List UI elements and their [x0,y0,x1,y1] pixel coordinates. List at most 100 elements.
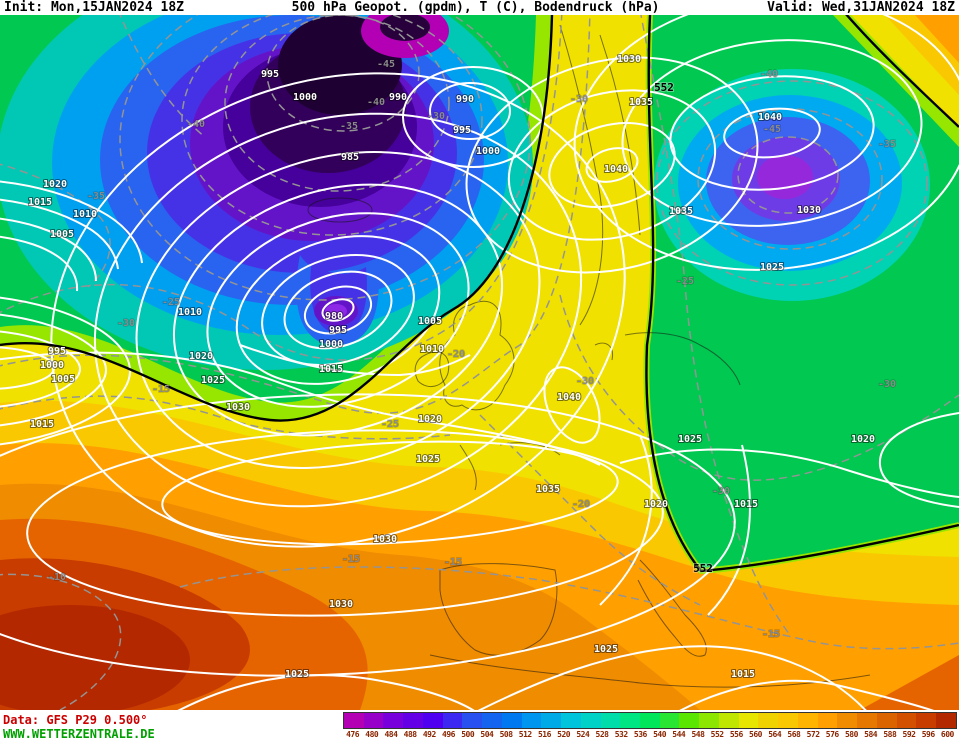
pressure-label: 1020 [189,351,213,362]
colorbar-tick: 488 [403,730,417,739]
colorbar-tick: 540 [653,730,667,739]
pressure-label: 1030 [373,534,397,545]
temperature-labels-layer: -45 -40 -35 -30 -30 -40 -35 -40 -45 -35 -25 -30 -15 -… [47,58,897,641]
temperature-label: -45 [763,124,781,135]
pressure-label: 1040 [604,164,628,175]
colorbar-segment [422,713,443,728]
temperature-label: -30 [570,94,588,105]
pressure-contour-layer [0,15,959,710]
pressure-label: 1020 [644,499,668,510]
colorbar-segment [541,713,562,728]
colorbar-tick: 548 [691,730,705,739]
temperature-label: -20 [572,499,590,510]
colorbar-segment [383,713,404,728]
temperature-label: -15 [152,384,170,395]
pressure-label: 1035 [536,484,560,495]
pressure-label: 1020 [418,414,442,425]
colorbar-tick: 576 [825,730,839,739]
temperature-label: -15 [762,629,780,640]
colorbar-tick: 584 [864,730,878,739]
pressure-label: 985 [341,152,359,163]
colorbar-tick: 484 [384,730,398,739]
colorbar-segment [659,713,680,728]
colorbar-tick: 588 [883,730,897,739]
colorbar-segment [778,713,798,728]
colorbar-tick: 500 [461,730,475,739]
colorbar-segment [442,713,463,728]
colorbar-tick: 572 [806,730,820,739]
colorbar-tick: 544 [672,730,686,739]
colorbar-segment [521,713,542,728]
pressure-label: 995 [329,325,347,336]
temperature-label: -35 [340,121,358,132]
temperature-label: -30 [427,111,445,122]
colorbar-tick: 536 [633,730,647,739]
colorbar-segment [936,713,956,728]
pressure-label: 990 [456,94,474,105]
temperature-label: -30 [712,486,730,497]
pressure-label: 1035 [629,97,653,108]
colorbar-segment [561,713,581,728]
colorbar-segment [620,713,641,728]
pressure-labels-layer: 1020 1015 1010 1005 995 1000 990 990 995 1000 985 9… [27,53,876,681]
colorbar-tick: 532 [614,730,628,739]
colorbar-segment [738,713,759,728]
colorbar-segment [403,713,423,728]
colorbar-tick: 512 [518,730,532,739]
pressure-label: 1015 [734,499,758,510]
pressure-label: 1040 [758,112,782,123]
colorbar-segment [482,713,502,728]
pressure-label: 1025 [416,454,440,465]
pressure-label: 980 [325,311,343,322]
map-header: Init: Mon,15JAN2024 18Z 500 hPa Geopot. … [0,0,959,15]
pressure-label: 1025 [678,434,702,445]
pressure-label: 1005 [51,374,75,385]
map-area: 1020 1015 1010 1005 995 1000 990 990 995 1000 985 9… [0,15,959,710]
colorbar-segment [718,713,739,728]
colorbar-segment [837,713,858,728]
colorbar-tick: 516 [537,730,551,739]
colorbar-tick: 552 [710,730,724,739]
colorbar-segment [363,713,384,728]
pressure-label: 1000 [476,146,500,157]
colorbar-tick: 564 [768,730,782,739]
colorbar-tick: 480 [365,730,379,739]
pressure-label: 1040 [557,392,581,403]
colorbar-segment [580,713,601,728]
colorbar-gradient [343,712,957,729]
pressure-label: 1020 [851,434,875,445]
colorbar-tick: 596 [921,730,935,739]
temperature-label: -15 [444,557,462,568]
pressure-label: 995 [261,69,279,80]
colorbar-tick: 492 [422,730,436,739]
pressure-label: 1025 [760,262,784,273]
geopotential-labels-layer: 552 552 [653,80,714,576]
colorbar-segment [876,713,897,728]
pressure-label: 990 [389,92,407,103]
temperature-label: -30 [878,379,896,390]
pressure-label: 1000 [40,360,64,371]
pressure-label: 1035 [669,206,693,217]
colorbar-segment [344,713,364,728]
pressure-label: 1025 [201,375,225,386]
temperature-label: -25 [676,276,694,287]
geopotential-label: 552 [654,81,674,94]
colorbar-tick: 556 [729,730,743,739]
colorbar-segment [699,713,719,728]
colorbar-segment [896,713,917,728]
temperature-label: -35 [878,139,896,150]
pressure-label: 1030 [226,402,250,413]
pressure-label: 1010 [178,307,202,318]
pressure-label: 1030 [617,54,641,65]
colorbar-tick: 476 [346,730,360,739]
colorbar-segment [817,713,838,728]
geopotential-contour-layer [0,15,959,573]
pressure-label: 1025 [594,644,618,655]
valid-datetime: Valid: Wed,31JAN2024 18Z [767,0,955,15]
pressure-label: 1020 [43,179,67,190]
temperature-label: -15 [342,554,360,565]
pressure-label: 1030 [329,599,353,610]
colorbar-segment [916,713,937,728]
colorbar-segment [797,713,818,728]
